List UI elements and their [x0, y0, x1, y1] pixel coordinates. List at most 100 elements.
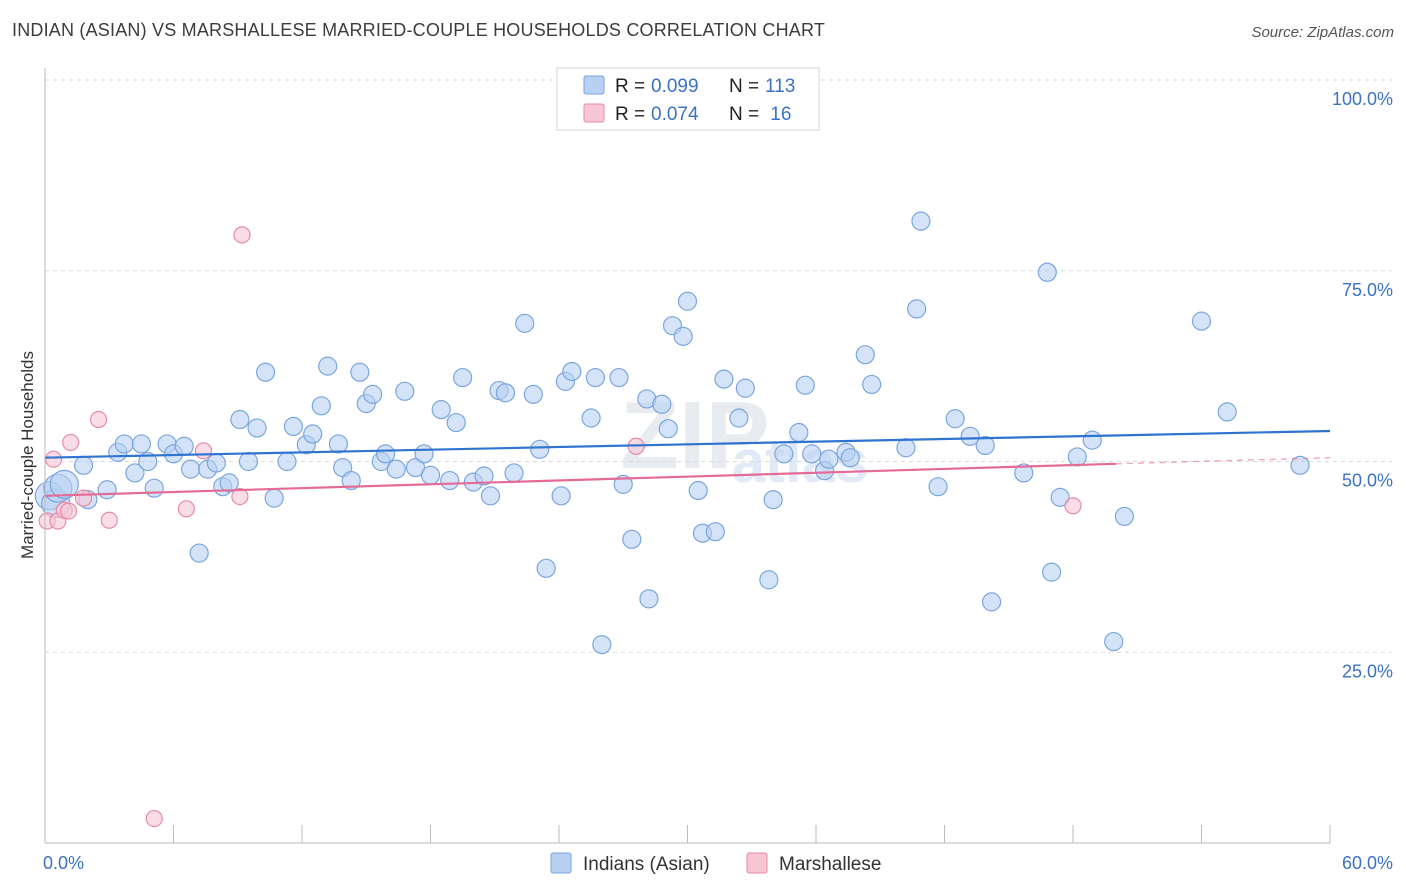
point-marshallese	[62, 433, 80, 452]
point-indian	[420, 465, 441, 485]
point-indian	[318, 356, 338, 376]
point-indian	[247, 418, 267, 438]
point-indian	[960, 426, 980, 446]
series-legend: Indians (Asian) Marshallese	[550, 852, 881, 875]
legend-label-indians: Indians (Asian)	[583, 854, 710, 875]
point-indian	[446, 412, 466, 433]
point-indian	[896, 438, 916, 458]
point-indian	[181, 459, 201, 479]
point-indian	[277, 451, 297, 472]
point-indian	[363, 384, 383, 404]
pink-r-label: R =	[615, 104, 645, 125]
point-indian	[705, 522, 725, 542]
point-indian	[440, 470, 460, 491]
point-indian	[504, 463, 524, 483]
legend-swatch-marshallese	[746, 852, 768, 874]
trend-layer	[44, 429, 1331, 497]
point-indian	[840, 448, 860, 468]
point-indian	[515, 313, 535, 333]
point-indian	[125, 463, 145, 483]
point-indian	[414, 444, 434, 464]
point-indian	[928, 477, 948, 497]
point-indian	[975, 435, 995, 456]
point-indian	[453, 367, 473, 388]
point-indian	[802, 444, 822, 464]
point-indian	[1037, 262, 1057, 282]
point-indian	[283, 416, 304, 437]
point-indian	[609, 367, 629, 388]
point-indian	[341, 470, 361, 491]
point-indian	[911, 211, 931, 231]
point-indian	[1104, 631, 1124, 652]
point-indian	[523, 384, 543, 404]
pink-n-value: 16	[765, 104, 791, 125]
point-indian	[206, 453, 226, 473]
point-indian	[474, 466, 494, 486]
point-indian	[255, 362, 276, 382]
point-indian	[495, 383, 516, 403]
point-indian	[819, 449, 839, 469]
blue-n-label: N =	[729, 76, 759, 97]
y-tick-label: 75.0%	[1342, 280, 1393, 300]
point-indian	[763, 490, 783, 510]
point-marshallese	[233, 226, 251, 244]
point-indian	[303, 424, 323, 444]
point-marshallese	[59, 502, 78, 520]
point-indian	[1041, 562, 1062, 582]
point-indian	[562, 361, 582, 382]
point-indian	[774, 444, 794, 464]
source-label: Source: ZipAtlas.com	[1251, 24, 1394, 41]
point-marshallese	[44, 450, 63, 468]
point-indian	[375, 444, 396, 464]
point-indian	[1050, 487, 1070, 507]
point-indian	[585, 367, 606, 388]
point-indian	[138, 451, 158, 472]
trendline-marshallese-extension	[1115, 456, 1331, 465]
point-indian	[581, 408, 601, 428]
point-indian	[73, 455, 94, 475]
point-indian	[97, 480, 117, 500]
y-tick-label: 50.0%	[1342, 471, 1393, 491]
point-indian	[855, 345, 875, 365]
point-indian	[1290, 455, 1310, 475]
point-indian	[405, 458, 426, 478]
point-indian	[652, 394, 672, 414]
point-indian	[350, 362, 370, 382]
point-indian	[238, 451, 259, 472]
point-indian	[311, 396, 331, 416]
point-indian	[551, 486, 571, 506]
stats-legend: R = 0.099 N = 113 R = 0.074 N = 16	[556, 67, 820, 131]
points-layer	[34, 211, 1310, 828]
point-indian	[945, 409, 965, 429]
point-indian	[328, 434, 349, 454]
blue-r-value: 0.099	[651, 76, 699, 97]
blue-r-label: R =	[615, 76, 645, 97]
point-indian	[982, 592, 1002, 612]
y-tick-label: 25.0%	[1342, 661, 1393, 681]
point-marshallese	[89, 410, 108, 429]
legend-swatch-indians	[550, 852, 572, 874]
point-indian	[144, 478, 164, 498]
point-indian	[480, 486, 501, 506]
point-indian	[395, 381, 415, 401]
point-indian	[1191, 311, 1212, 331]
blue-swatch	[583, 75, 605, 95]
y-tick-label: 100.0%	[1332, 89, 1393, 109]
trendline-indian	[44, 429, 1331, 459]
point-indian	[789, 422, 809, 443]
point-indian	[219, 473, 239, 493]
legend-label-marshallese: Marshallese	[779, 854, 881, 875]
point-indian	[114, 434, 134, 454]
point-indian	[386, 459, 406, 479]
point-indian	[1217, 402, 1237, 422]
point-indian	[174, 436, 194, 456]
point-marshallese	[194, 442, 213, 460]
x-tick-label: 0.0%	[43, 853, 84, 873]
point-indian	[907, 299, 927, 319]
point-indian	[677, 291, 698, 311]
point-indian	[1082, 430, 1102, 450]
point-indian	[622, 529, 642, 549]
blue-n-value: 113	[765, 76, 795, 97]
point-marshallese	[1064, 497, 1082, 515]
point-indian	[639, 589, 659, 609]
